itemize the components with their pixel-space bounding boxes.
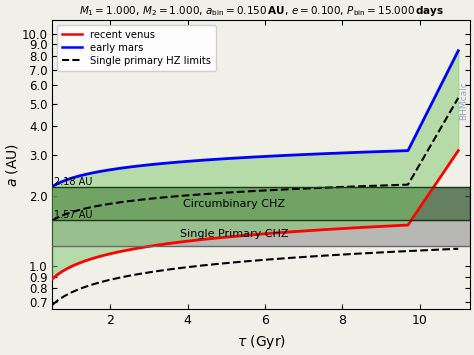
Bar (53, 187, 470, 220)
Title: $M_1 = 1.000,\, M_2 = 1.000,\, a_{\rm bin} = 0.150\,$$\mathbf{AU}$$,\, e = 0.100: $M_1 = 1.000,\, M_2 = 1.000,\, a_{\rm bi… (79, 4, 444, 18)
Legend: recent venus, early mars, Single primary HZ limits: recent venus, early mars, Single primary… (57, 25, 217, 71)
Text: BHMcalc: BHMcalc (459, 81, 468, 120)
Text: 1.57 AU: 1.57 AU (55, 210, 93, 220)
Bar (53, 220, 470, 246)
X-axis label: $\tau$ (Gyr): $\tau$ (Gyr) (237, 333, 286, 351)
Text: Single Primary CHZ: Single Primary CHZ (180, 229, 288, 239)
Text: Circumbinary CHZ: Circumbinary CHZ (183, 199, 285, 209)
Y-axis label: $a$ (AU): $a$ (AU) (4, 142, 20, 187)
Text: 2.18 AU: 2.18 AU (55, 177, 93, 187)
